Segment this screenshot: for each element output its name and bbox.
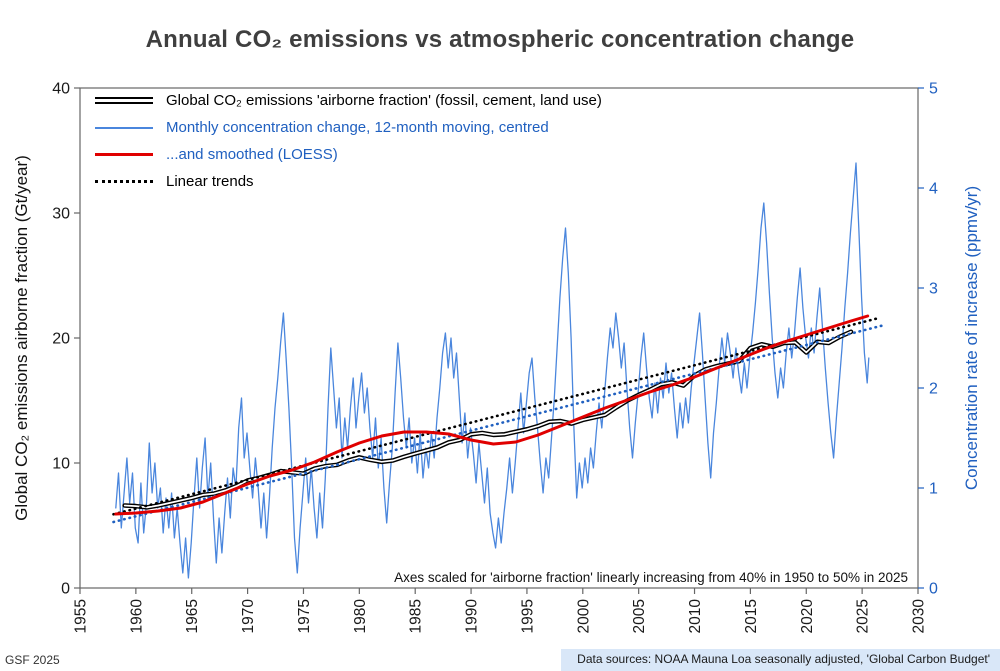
right-tick-label: 1 bbox=[929, 481, 938, 498]
left-tick-label: 0 bbox=[61, 581, 70, 598]
left-tick-label: 30 bbox=[52, 206, 70, 223]
right-tick-label: 2 bbox=[929, 381, 938, 398]
x-tick-label: 2010 bbox=[687, 599, 704, 634]
x-tick-label: 1965 bbox=[184, 599, 201, 633]
x-tick-label: 1995 bbox=[519, 599, 536, 633]
right-tick-label: 3 bbox=[929, 281, 938, 298]
x-tick-label: 2030 bbox=[911, 599, 928, 634]
loess-smoothed-line bbox=[114, 314, 870, 516]
legend-label: Monthly concentration change, 12-month m… bbox=[166, 119, 549, 136]
thin-blue-line-icon bbox=[95, 126, 153, 129]
x-tick-label: 1985 bbox=[408, 599, 425, 633]
left-axis-title: Global CO₂ emissions airborne fraction (… bbox=[12, 155, 31, 521]
emissions-trend-line bbox=[112, 316, 881, 516]
legend-item-trends: Linear trends bbox=[95, 173, 602, 190]
right-tick-label: 5 bbox=[929, 81, 938, 98]
chart-title: Annual CO₂ emissions vs atmospheric conc… bbox=[145, 26, 855, 53]
x-tick-label: 1980 bbox=[352, 599, 369, 634]
legend-label: Global CO₂ emissions 'airborne fraction'… bbox=[166, 92, 602, 109]
legend-label: ...and smoothed (LOESS) bbox=[166, 146, 338, 163]
x-tick-label: 1990 bbox=[464, 599, 481, 634]
x-tick-label: 2020 bbox=[799, 599, 816, 634]
right-axis-title: Concentration rate of increase (ppmv/yr) bbox=[962, 185, 981, 491]
concentration-trend-line bbox=[112, 323, 886, 524]
left-tick-label: 40 bbox=[52, 81, 70, 98]
dotted-black-line-icon bbox=[95, 180, 153, 183]
x-tick-label: 2025 bbox=[855, 599, 872, 633]
scaling-annotation: Axes scaled for 'airborne fraction' line… bbox=[394, 570, 908, 585]
right-tick-label: 4 bbox=[929, 181, 938, 198]
left-tick-label: 20 bbox=[52, 331, 70, 348]
x-tick-label: 2000 bbox=[575, 599, 592, 634]
double-black-line-icon bbox=[95, 97, 153, 104]
right-tick-label: 0 bbox=[929, 581, 938, 598]
x-tick-label: 2015 bbox=[743, 599, 760, 633]
legend: Global CO₂ emissions 'airborne fraction'… bbox=[95, 92, 602, 190]
monthly-concentration-line bbox=[115, 162, 870, 579]
x-tick-label: 2005 bbox=[631, 599, 648, 633]
legend-item-monthly: Monthly concentration change, 12-month m… bbox=[95, 119, 602, 136]
x-tick-label: 1970 bbox=[240, 599, 257, 634]
left-tick-label: 10 bbox=[52, 456, 70, 473]
legend-label: Linear trends bbox=[166, 173, 254, 190]
x-tick-label: 1960 bbox=[128, 599, 145, 634]
legend-item-loess: ...and smoothed (LOESS) bbox=[95, 146, 602, 163]
data-sources-text: Data sources: NOAA Mauna Loa seasonally … bbox=[561, 649, 1000, 671]
credit-text: GSF 2025 bbox=[5, 653, 60, 667]
x-tick-label: 1955 bbox=[73, 599, 90, 633]
legend-item-emissions: Global CO₂ emissions 'airborne fraction'… bbox=[95, 92, 602, 109]
thick-red-line-icon bbox=[95, 152, 153, 157]
x-tick-label: 1975 bbox=[296, 599, 313, 633]
